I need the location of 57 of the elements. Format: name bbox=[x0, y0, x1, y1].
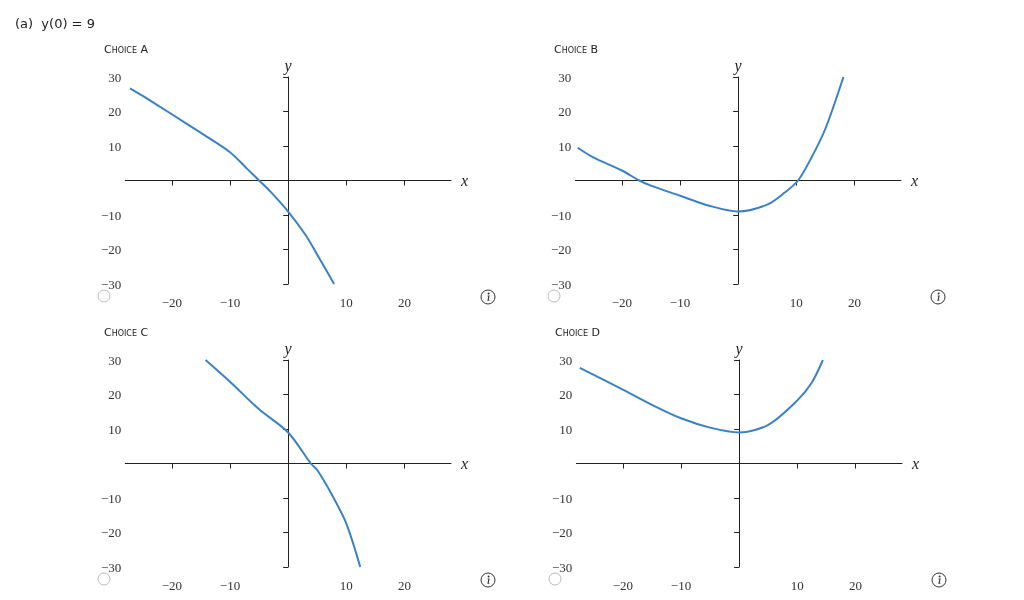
x-tick-label: −20 bbox=[612, 578, 634, 593]
y-tick-label: −10 bbox=[550, 207, 572, 223]
y-tick-label: 30 bbox=[108, 352, 122, 368]
x-tick-label: −20 bbox=[161, 578, 183, 593]
y-tick-label: −30 bbox=[100, 276, 122, 292]
y-tick-label: −10 bbox=[100, 490, 122, 506]
y-tick-label: −20 bbox=[100, 242, 122, 257]
x-tick-label: −10 bbox=[670, 578, 692, 593]
y-tick-label: 20 bbox=[559, 387, 573, 402]
x-tick-label: −10 bbox=[669, 295, 691, 310]
x-tick-label: −10 bbox=[219, 295, 241, 310]
y-tick-label: −20 bbox=[550, 242, 572, 257]
y-axis-title: y bbox=[732, 56, 743, 75]
y-tick-label: 20 bbox=[558, 104, 572, 119]
chart-title: Choice D bbox=[555, 326, 600, 339]
x-tick-label: 10 bbox=[339, 295, 353, 310]
x-tick-label: 20 bbox=[397, 295, 411, 310]
x-axis-title: x bbox=[460, 455, 469, 472]
y-tick-label: −20 bbox=[100, 525, 122, 540]
x-tick-label: −20 bbox=[161, 295, 183, 310]
x-axis-title: x bbox=[910, 172, 919, 189]
y-tick-label: −10 bbox=[100, 207, 122, 223]
y-tick-label: 30 bbox=[559, 352, 573, 368]
line-series bbox=[128, 87, 336, 285]
x-tick-label: 10 bbox=[790, 578, 804, 593]
y-tick-label: −30 bbox=[100, 559, 122, 575]
chart-title: Choice A bbox=[104, 43, 149, 56]
y-tick-label: −30 bbox=[550, 276, 572, 292]
y-tick-label: −20 bbox=[551, 525, 573, 540]
y-tick-label: 10 bbox=[559, 421, 573, 437]
x-tick-label: 20 bbox=[397, 578, 411, 593]
chart-title: Choice B bbox=[554, 43, 599, 56]
y-tick-label: 20 bbox=[108, 104, 122, 119]
x-tick-label: −20 bbox=[611, 295, 633, 310]
y-tick-label: 30 bbox=[558, 69, 572, 85]
y-tick-label: −10 bbox=[551, 490, 573, 506]
x-tick-label: 10 bbox=[339, 578, 353, 593]
y-tick-label: −30 bbox=[551, 559, 573, 575]
line-series bbox=[204, 359, 362, 568]
x-axis-title: x bbox=[911, 455, 920, 472]
x-axis-title: x bbox=[460, 172, 469, 189]
x-tick-label: 20 bbox=[848, 578, 862, 593]
y-axis-title: y bbox=[282, 56, 293, 75]
y-tick-label: 10 bbox=[558, 138, 572, 154]
y-tick-label: 20 bbox=[108, 387, 122, 402]
x-tick-label: −10 bbox=[219, 578, 241, 593]
y-tick-label: 10 bbox=[108, 138, 122, 154]
y-tick-label: 10 bbox=[108, 421, 122, 437]
x-tick-label: 10 bbox=[789, 295, 803, 310]
line-series bbox=[578, 359, 824, 434]
y-axis-title: y bbox=[282, 339, 293, 358]
y-axis-title: y bbox=[733, 339, 744, 358]
x-tick-label: 20 bbox=[847, 295, 861, 310]
chart-title: Choice C bbox=[104, 326, 149, 339]
text: (a) y(0) = 9 bbox=[15, 16, 95, 31]
line-series bbox=[576, 76, 845, 213]
y-tick-label: 30 bbox=[108, 69, 122, 85]
